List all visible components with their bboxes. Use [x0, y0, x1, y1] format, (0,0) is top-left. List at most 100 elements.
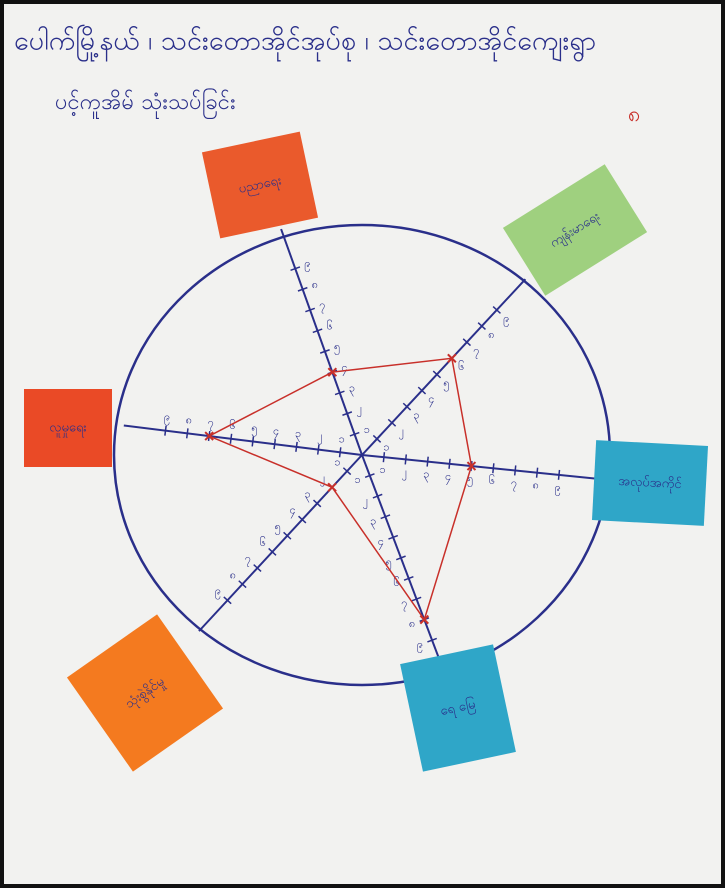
- tick-label: ၆: [489, 474, 495, 487]
- data-point: [447, 353, 457, 364]
- tick-mark: [295, 441, 298, 452]
- tick-mark: [372, 434, 382, 443]
- tick-mark: [477, 322, 486, 331]
- tick-mark: [164, 425, 167, 436]
- tick-mark: [305, 307, 316, 313]
- tick-label: ၃: [295, 427, 301, 442]
- tick-label: ၉: [164, 411, 170, 426]
- tick-label: ၇: [245, 552, 251, 567]
- tick-label: ၃: [349, 381, 355, 396]
- tick-label: ၄: [428, 392, 434, 407]
- tick-label: ၁: [379, 463, 385, 476]
- tick-label: ၁: [383, 441, 389, 454]
- tick-label: ၃: [305, 488, 311, 503]
- tick-mark: [388, 534, 399, 540]
- tick-mark: [298, 515, 307, 524]
- tick-mark: [535, 467, 539, 478]
- tick-mark: [229, 433, 233, 444]
- category-note: အလုပ်အကိုင်: [591, 440, 709, 526]
- tick-label: ၈: [230, 568, 236, 581]
- tick-label: ၄: [378, 535, 384, 550]
- tick-mark: [513, 465, 517, 476]
- tick-mark: [404, 454, 408, 465]
- annotation: ၈: [628, 102, 641, 127]
- note-paper: [201, 131, 319, 239]
- chart-title: ပေါက်မြို့နယ် ၊ သင်းတောအိုင်အုပ်စု ၊ သင်…: [14, 24, 596, 62]
- tick-mark: [492, 463, 495, 474]
- tick-mark: [312, 328, 323, 334]
- axis-line: [361, 278, 527, 456]
- tick-label: ၈: [409, 617, 415, 630]
- tick-mark: [297, 286, 308, 292]
- note-paper: [24, 389, 112, 467]
- tick-mark: [395, 555, 406, 561]
- note-paper: [591, 440, 709, 526]
- axis-line: [280, 228, 363, 456]
- tick-label: ၆: [327, 319, 333, 332]
- tick-mark: [185, 428, 189, 439]
- category-label: အလုပ်အကိုင်: [618, 473, 683, 494]
- category-note: လူမှုရေး: [24, 389, 112, 467]
- tick-mark: [372, 493, 383, 499]
- tick-label: ၁: [355, 473, 361, 486]
- tick-mark: [273, 439, 277, 450]
- tick-mark: [342, 411, 353, 416]
- axis-line: [123, 424, 363, 456]
- tick-label: ၉: [555, 481, 561, 496]
- tick-mark: [402, 402, 412, 411]
- tick-mark: [426, 456, 429, 467]
- tick-mark: [349, 431, 360, 437]
- tick-mark: [417, 386, 427, 395]
- tick-mark: [342, 467, 352, 476]
- tick-label: ၉: [304, 257, 310, 272]
- tick-mark: [387, 418, 397, 427]
- tick-label: ၅: [251, 422, 257, 437]
- tick-label: ၅: [386, 555, 392, 570]
- category-note: သုံးစွဲနိုင်မှု: [66, 614, 224, 772]
- data-point: [327, 482, 337, 492]
- tick-label: ၁: [334, 455, 340, 468]
- axis-line: [361, 454, 448, 680]
- tick-label: ၇: [511, 476, 517, 491]
- tick-label: ၃: [370, 514, 376, 529]
- tick-label: ၁: [364, 423, 370, 436]
- category-note: ကျန်းမာရေး: [502, 164, 648, 296]
- tick-mark: [448, 458, 451, 469]
- axis-line: [361, 454, 601, 481]
- data-point: [466, 461, 477, 471]
- tick-mark: [312, 499, 322, 508]
- tick-mark: [251, 436, 255, 447]
- tick-label: ၄: [290, 504, 296, 519]
- data-point: [419, 614, 429, 625]
- note-paper: [400, 644, 516, 772]
- tick-mark: [364, 473, 375, 479]
- tick-label: ၆: [458, 360, 464, 373]
- tick-label: ၇: [401, 597, 407, 612]
- tick-mark: [334, 390, 345, 396]
- tick-mark: [411, 596, 422, 602]
- tick-label: ၇: [473, 344, 479, 359]
- note-paper: [502, 164, 648, 296]
- tick-label: ၆: [260, 536, 266, 549]
- tick-label: ၅: [443, 376, 449, 391]
- tick-mark: [319, 349, 330, 354]
- category-label: လူမှုရေး: [49, 421, 86, 438]
- tick-label: ၆: [230, 419, 236, 432]
- tick-label: ၂: [399, 425, 404, 440]
- tick-mark: [238, 580, 247, 589]
- tick-label: ၄: [445, 470, 451, 485]
- category-note: ပညာရေး: [201, 131, 319, 239]
- tick-label: ၇: [319, 299, 325, 314]
- tick-mark: [492, 306, 501, 314]
- tick-mark: [557, 469, 561, 480]
- tick-mark: [290, 266, 301, 271]
- tick-mark: [223, 596, 232, 605]
- tick-mark: [253, 564, 262, 572]
- tick-label: ၂: [317, 430, 322, 445]
- tick-label: ၅: [334, 340, 340, 355]
- tick-label: ၈: [312, 278, 318, 291]
- tick-mark: [283, 531, 292, 540]
- tick-label: ၇: [208, 416, 214, 431]
- tick-mark: [268, 547, 277, 556]
